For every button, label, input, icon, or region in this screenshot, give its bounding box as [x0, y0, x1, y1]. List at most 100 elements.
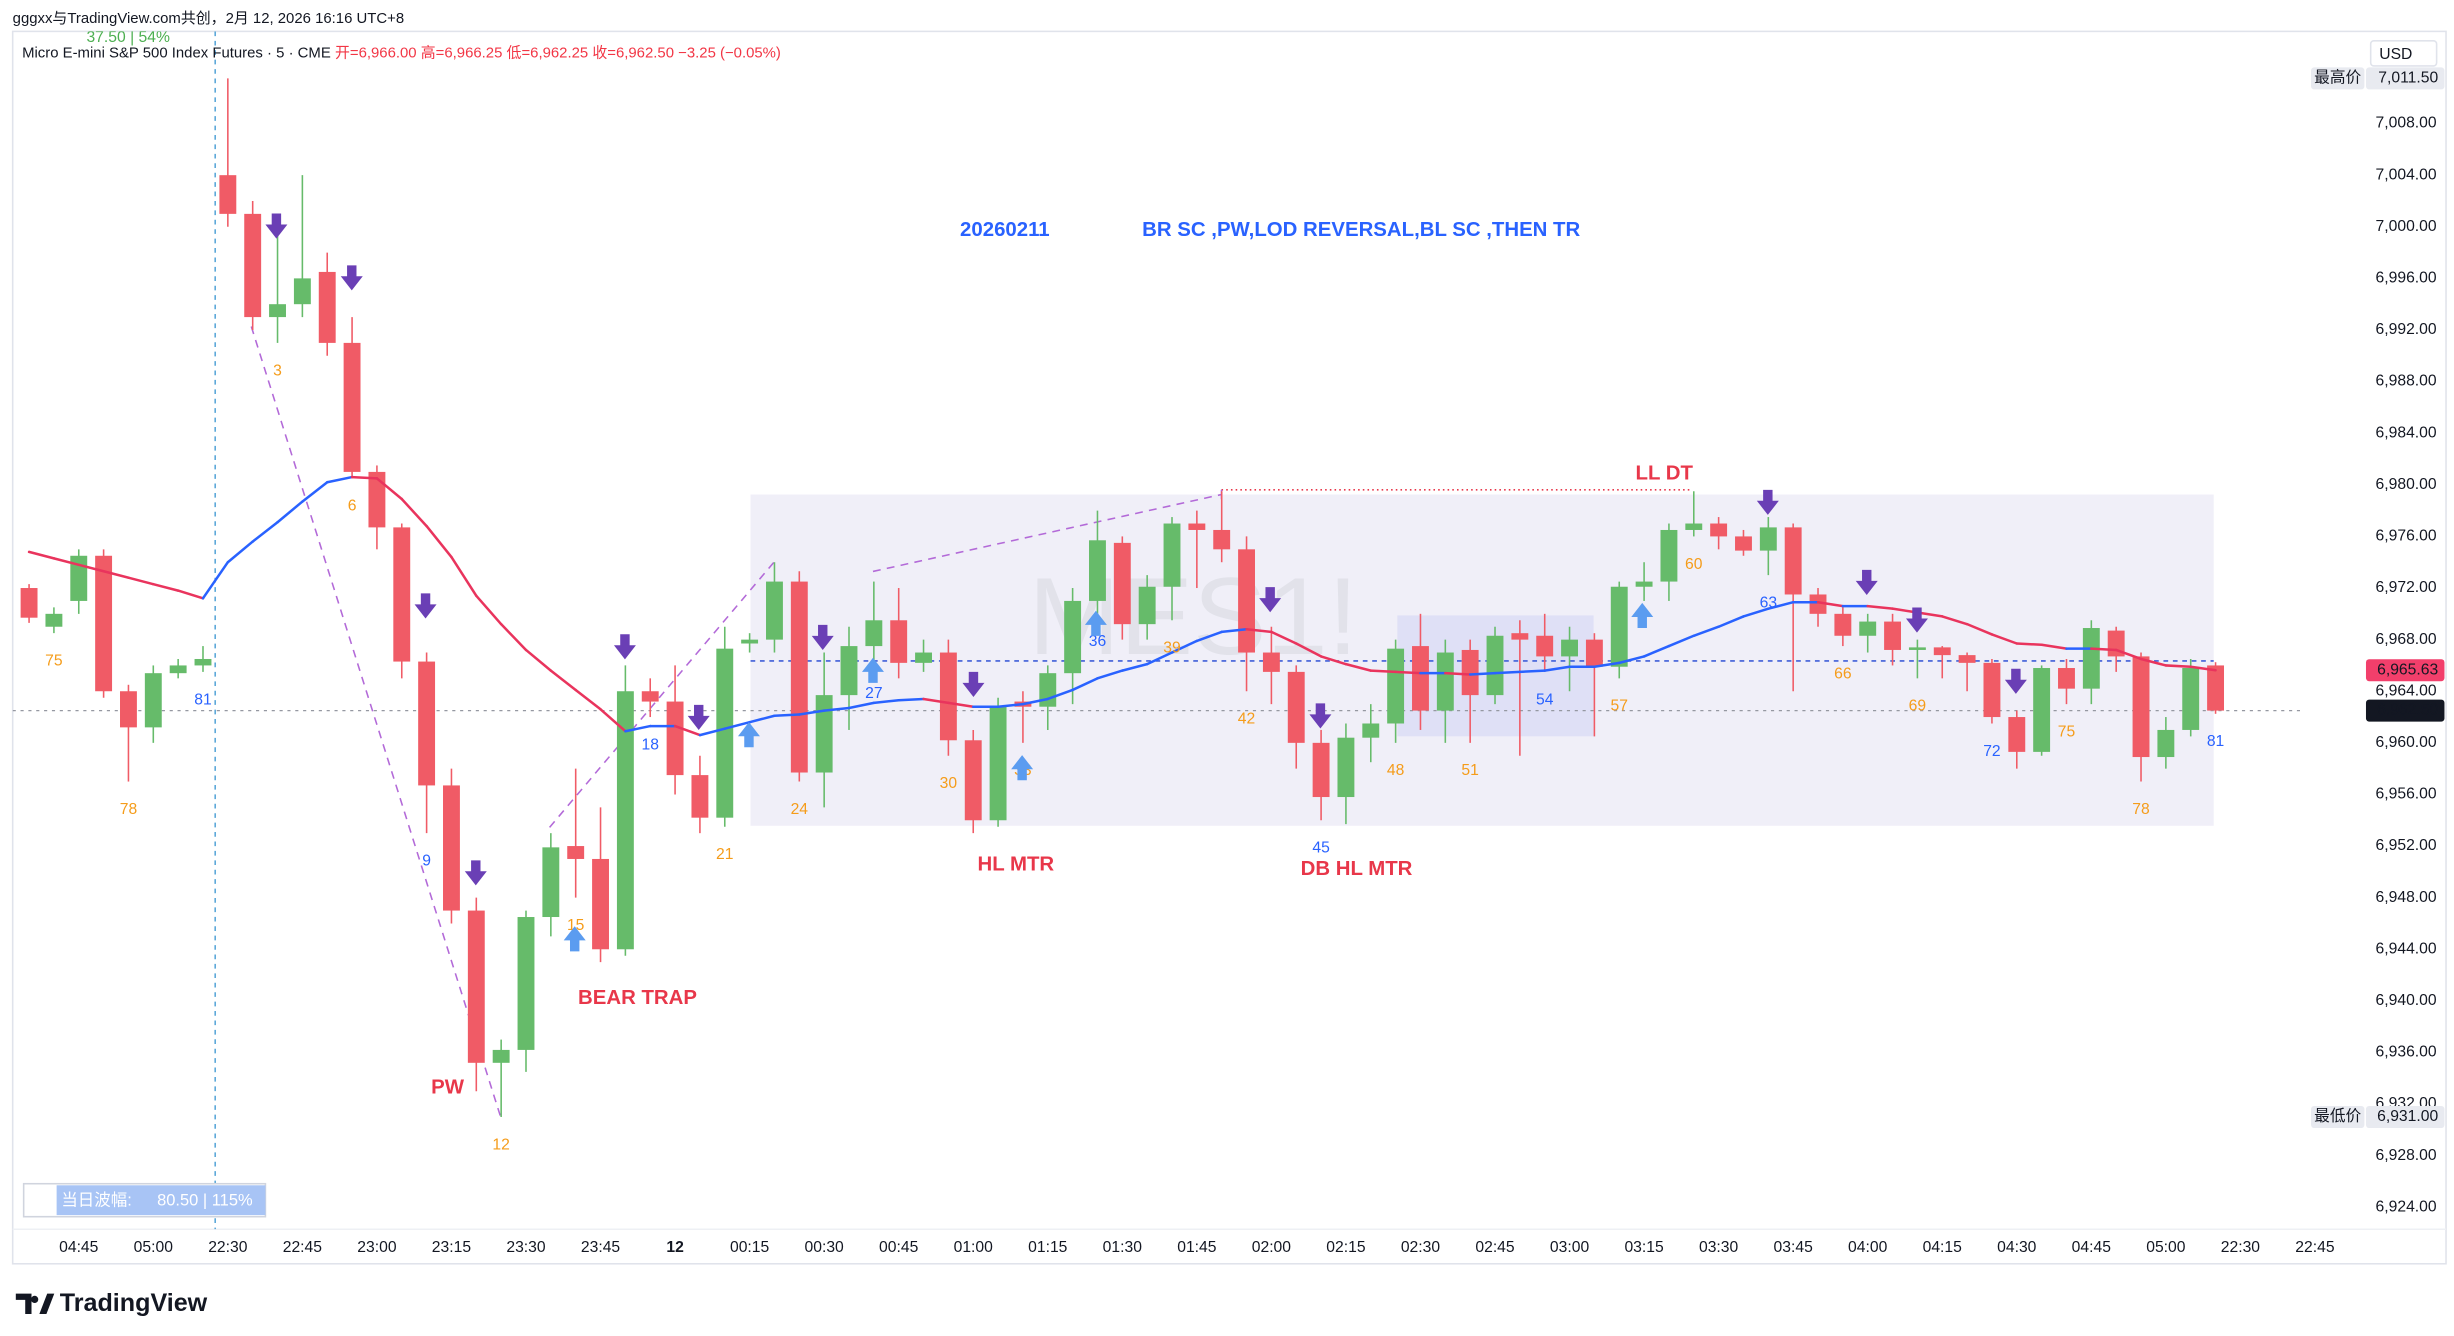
- ema-segment: [2164, 664, 2192, 668]
- x-tick-label: 03:15: [1624, 1239, 1664, 1256]
- bar-number: 81: [2207, 733, 2224, 750]
- sell-arrow: [962, 671, 985, 698]
- x-tick-label: 04:00: [1848, 1239, 1888, 1256]
- bar-number: 75: [45, 653, 63, 670]
- candle-body: [741, 639, 759, 644]
- candle-body: [1362, 723, 1380, 738]
- ema-segment: [947, 701, 975, 708]
- trend-line: [548, 561, 775, 828]
- change: −3.25 (−0.05%): [678, 45, 781, 61]
- candle-body: [2082, 628, 2100, 689]
- bar-number: 21: [716, 846, 733, 863]
- candle-body: [2008, 717, 2026, 752]
- ema-segment: [847, 701, 876, 710]
- ema-segment: [1468, 671, 1497, 676]
- x-tick-label: 22:45: [2295, 1239, 2335, 1256]
- ema-segment: [2015, 642, 2043, 647]
- candle-body: [492, 1049, 510, 1063]
- ema-segment: [350, 475, 379, 480]
- sell-arrow: [265, 213, 288, 239]
- ema-segment: [624, 724, 652, 733]
- x-tick-label: 01:00: [954, 1239, 994, 1256]
- x-tick-label: 03:00: [1550, 1239, 1590, 1256]
- ema-segment: [698, 727, 727, 737]
- ema-segment: [201, 560, 230, 600]
- y-tick-label: 6,968.00: [2376, 631, 2437, 648]
- y-tick-label: 6,924.00: [2376, 1198, 2437, 1215]
- y-tick-label: 6,944.00: [2376, 940, 2437, 957]
- ema-segment: [524, 648, 553, 672]
- buy-arrow: [1631, 602, 1654, 628]
- candle-body: [2207, 665, 2225, 711]
- ema-segment: [251, 520, 279, 543]
- brand: TradingView: [60, 1289, 208, 1317]
- price-tag: [2365, 67, 2445, 90]
- annotation: PW: [431, 1076, 465, 1098]
- ema-segment: [2114, 648, 2143, 661]
- x-tick-label: 03:45: [1774, 1239, 1814, 1256]
- candle-body: [1610, 586, 1628, 667]
- candle-body: [1983, 662, 2001, 718]
- ema-segment: [1170, 639, 1199, 654]
- ema-segment: [400, 497, 428, 528]
- annotation: BR SC ,PW,LOD REVERSAL,BL SC ,THEN TR: [1142, 219, 1580, 241]
- ema-segment: [922, 697, 950, 705]
- overlays: gggxx与TradingView.com共创，2月 12, 2026 16:1…: [13, 10, 2445, 1317]
- ema-segment: [1294, 642, 1323, 658]
- candle-body: [1834, 613, 1852, 636]
- x-tick-label: 12: [666, 1239, 684, 1256]
- ema-segment: [996, 702, 1025, 708]
- y-tick-label: 6,996.00: [2376, 270, 2437, 287]
- candle-body: [691, 775, 709, 818]
- candle-body: [1337, 737, 1355, 798]
- bar-number: 66: [1834, 665, 1852, 682]
- bar-number: 60: [1685, 556, 1703, 573]
- annotation: HL MTR: [978, 853, 1055, 875]
- sell-arrow: [1309, 703, 1332, 729]
- ema-segment: [1642, 644, 1671, 658]
- ema-segment: [1369, 669, 1397, 674]
- candle-body: [244, 213, 262, 318]
- y-tick-label: 6,972.00: [2376, 579, 2437, 596]
- ema-segment: [1121, 662, 1149, 672]
- ema-segment: [1990, 633, 2019, 645]
- ema-segment: [276, 500, 304, 524]
- sell-arrow: [2004, 668, 2027, 694]
- candle-body: [1685, 523, 1703, 530]
- annotation: BEAR TRAP: [578, 987, 697, 1009]
- x-tick-label: 05:00: [134, 1239, 174, 1256]
- x-tick-label: 01:15: [1028, 1239, 1068, 1256]
- candle-body: [1113, 542, 1131, 625]
- x-tick-label: 22:30: [208, 1239, 248, 1256]
- candle-body: [120, 691, 137, 728]
- ema-segment: [1940, 615, 1969, 626]
- x-tick-label: 22:30: [2221, 1239, 2261, 1256]
- y-tick-label: 6,956.00: [2376, 786, 2437, 803]
- currency-button[interactable]: [2369, 40, 2438, 67]
- x-tick-label: 01:30: [1103, 1239, 1143, 1256]
- ema-segment: [574, 688, 602, 711]
- candle-body: [1784, 527, 1802, 595]
- candle-body: [393, 527, 411, 662]
- ema-segment: [102, 569, 130, 579]
- price-tag-label: 6,962.50: [2377, 702, 2438, 719]
- candle-body: [1089, 540, 1106, 601]
- ema-segment: [1319, 655, 1348, 666]
- candle-body: [1213, 529, 1231, 550]
- ema-segment: [1444, 671, 1472, 676]
- candle-body: [1486, 635, 1504, 696]
- bar-number: 45: [1312, 840, 1330, 857]
- symbol: Micro E-mini S&P 500 Index Futures · 5 ·…: [22, 45, 331, 61]
- x-tick-label: 00:15: [730, 1239, 770, 1256]
- bar-number: 27: [865, 685, 882, 702]
- currency[interactable]: USD: [2379, 46, 2412, 63]
- y-tick-label: 6,952.00: [2376, 837, 2437, 854]
- candle-body: [1287, 671, 1305, 743]
- x-tick-label: 04:15: [1923, 1239, 1963, 1256]
- price-tag: [2365, 699, 2445, 722]
- bar-number: 24: [791, 801, 809, 818]
- candle-body: [1660, 529, 1678, 582]
- x-tick-label: 23:15: [432, 1239, 472, 1256]
- candle-body: [716, 648, 734, 818]
- candle-body: [2058, 668, 2075, 689]
